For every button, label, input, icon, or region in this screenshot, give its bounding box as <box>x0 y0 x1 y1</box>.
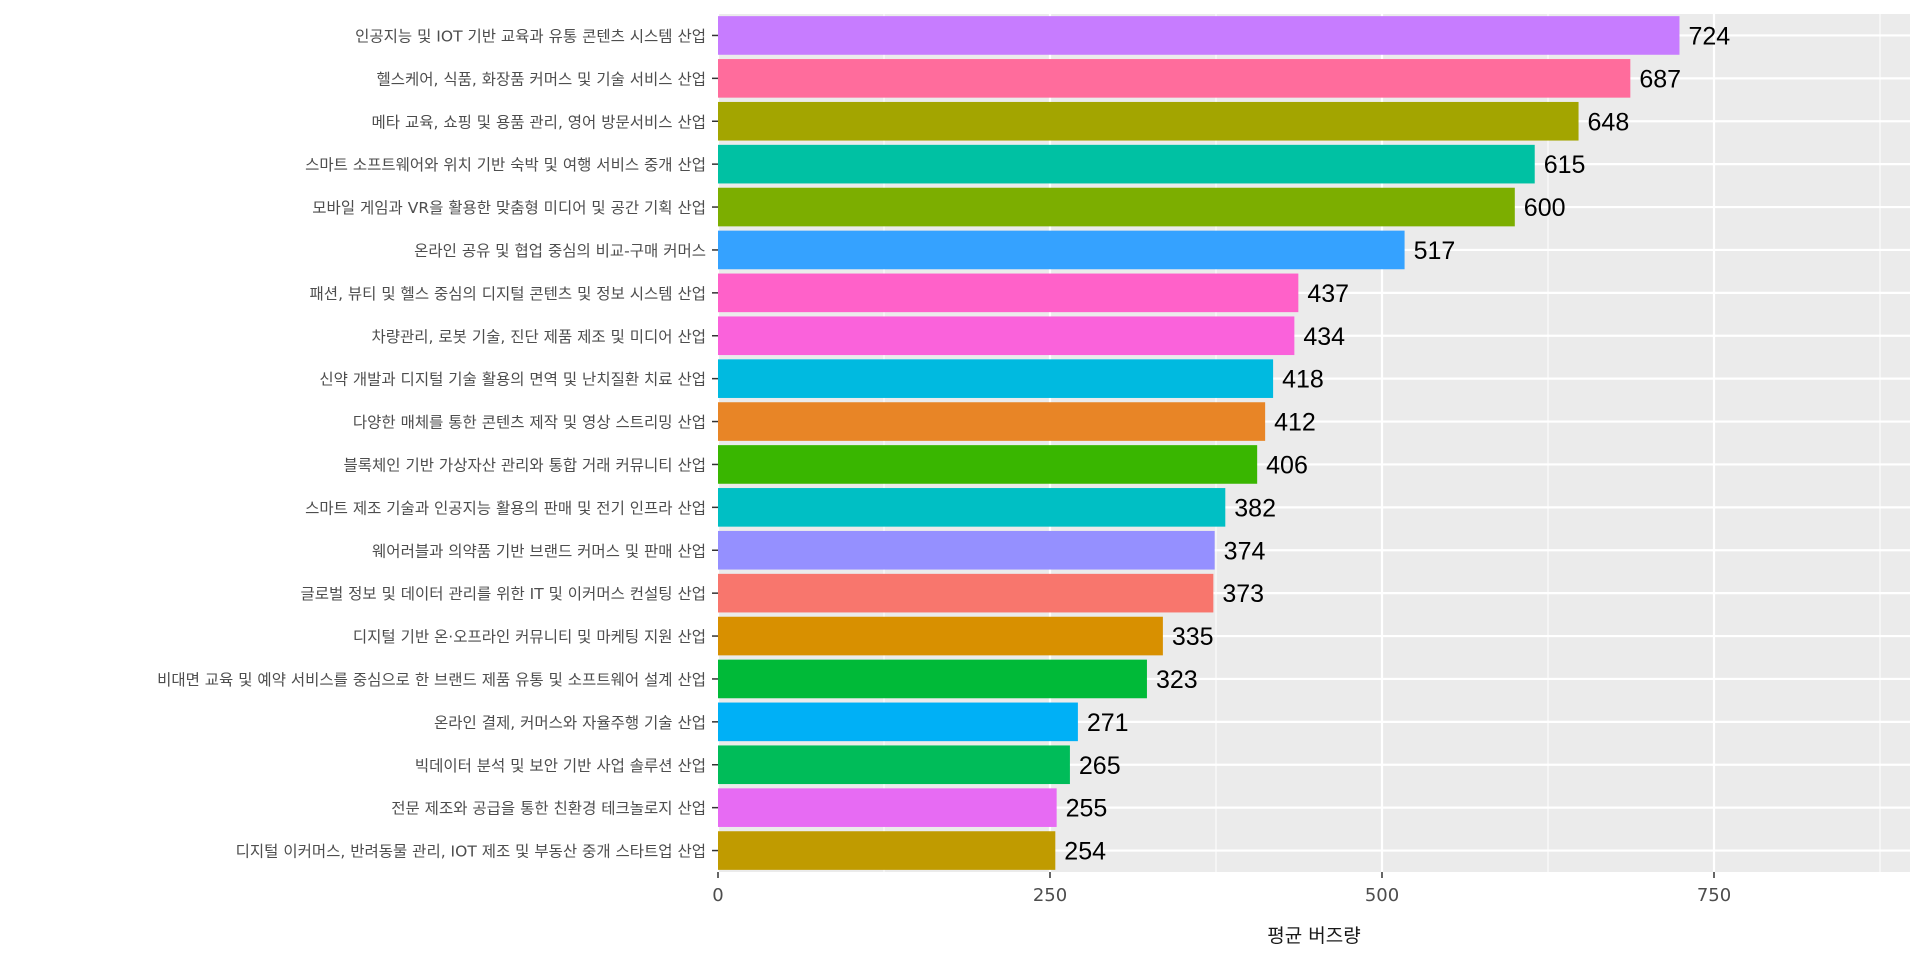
data-label: 412 <box>1274 409 1316 437</box>
bar <box>718 831 1056 870</box>
category-label: 다양한 매체를 통한 콘텐츠 제작 및 영상 스트리밍 산업 <box>353 414 706 432</box>
bar <box>718 573 1214 613</box>
data-label: 418 <box>1282 366 1324 394</box>
data-label: 374 <box>1224 537 1266 565</box>
bar <box>718 788 1057 827</box>
data-label: 406 <box>1266 451 1308 479</box>
bars <box>718 16 1680 870</box>
data-label: 335 <box>1172 623 1214 651</box>
data-label: 323 <box>1156 666 1198 694</box>
plot-panel <box>718 14 1910 872</box>
category-label: 차량관리, 로봇 기술, 진단 제품 제조 및 미디어 산업 <box>372 328 706 346</box>
data-label: 437 <box>1307 280 1349 308</box>
data-label: 265 <box>1079 752 1121 780</box>
data-label: 517 <box>1414 237 1456 265</box>
bar <box>718 530 1215 570</box>
bar <box>718 488 1226 527</box>
category-label: 디지털 이커머스, 반려동물 관리, IOT 제조 및 부동산 중개 스타트업 … <box>236 843 706 861</box>
data-label: 724 <box>1688 22 1730 50</box>
category-label: 온라인 공유 및 협업 중심의 비교-구매 커머스 <box>414 242 706 260</box>
x-axis-ticks: 0 250 500 750 <box>712 34 1731 906</box>
category-label: 글로벌 정보 및 데이터 관리를 위한 IT 및 이커머스 컨설팅 산업 <box>300 585 706 603</box>
category-label: 웨어러블과 의약품 기반 브랜드 커머스 및 판매 산업 <box>372 542 706 560</box>
category-label: 인공지능 및 IOT 기반 교육과 유통 콘텐츠 시스템 산업 <box>355 27 706 45</box>
x-axis-title: 평균 버즈량 <box>1267 925 1360 947</box>
data-label: 615 <box>1544 151 1586 179</box>
bar <box>718 187 1515 227</box>
data-label: 687 <box>1639 65 1681 93</box>
bar <box>718 16 1680 55</box>
bar <box>718 616 1163 656</box>
bar <box>718 659 1147 699</box>
category-label: 스마트 소프트웨어와 위치 기반 숙박 및 여행 서비스 중개 산업 <box>305 156 706 174</box>
data-label: 648 <box>1588 108 1630 136</box>
category-label: 헬스케어, 식품, 화장품 커머스 및 기술 서비스 산업 <box>376 70 706 88</box>
category-label: 디지털 기반 온·오프라인 커뮤니티 및 마케팅 지원 산업 <box>353 628 706 646</box>
x-tick-label: 750 <box>1697 885 1731 906</box>
bar <box>718 745 1070 785</box>
data-label: 254 <box>1064 838 1106 866</box>
data-label: 600 <box>1524 194 1566 222</box>
bar <box>718 702 1078 742</box>
category-label: 블록체인 기반 가상자산 관리와 통합 거래 커뮤니티 산업 <box>344 456 706 474</box>
category-label: 전문 제조와 공급을 통한 친환경 테크놀로지 산업 <box>391 800 706 818</box>
bar <box>718 273 1299 313</box>
data-label: 434 <box>1303 323 1345 351</box>
category-label: 신약 개발과 디지털 기술 활용의 면역 및 난치질환 치료 산업 <box>319 371 706 389</box>
x-tick-label: 0 <box>712 885 723 906</box>
bar <box>718 230 1405 270</box>
category-label: 빅데이터 분석 및 보안 기반 사업 솔루션 산업 <box>415 757 706 775</box>
data-label: 382 <box>1234 494 1276 522</box>
category-label: 스마트 제조 기술과 인공지능 활용의 판매 및 전기 인프라 산업 <box>305 499 706 517</box>
x-tick-label: 250 <box>1033 885 1067 906</box>
bar <box>718 101 1579 141</box>
bar <box>718 445 1258 484</box>
x-tick-label: 500 <box>1365 885 1399 906</box>
category-label: 패션, 뷰티 및 헬스 중심의 디지털 콘텐츠 및 정보 시스템 산업 <box>310 285 706 303</box>
data-label: 373 <box>1222 580 1264 608</box>
bar <box>718 59 1631 98</box>
category-label: 메타 교육, 쇼핑 및 용품 관리, 영어 방문서비스 산업 <box>372 113 706 131</box>
category-label: 비대면 교육 및 예약 서비스를 중심으로 한 브랜드 제품 유통 및 소프트웨… <box>157 671 706 689</box>
bar <box>718 316 1295 356</box>
bar <box>718 144 1535 184</box>
data-label: 255 <box>1066 795 1108 823</box>
category-label: 모바일 게임과 VR을 활용한 맞춤형 미디어 및 공간 기획 산업 <box>312 199 706 217</box>
bar <box>718 359 1274 398</box>
bar <box>718 402 1266 441</box>
category-label: 온라인 결제, 커머스와 자율주행 기술 산업 <box>434 714 706 732</box>
data-label: 271 <box>1087 709 1129 737</box>
